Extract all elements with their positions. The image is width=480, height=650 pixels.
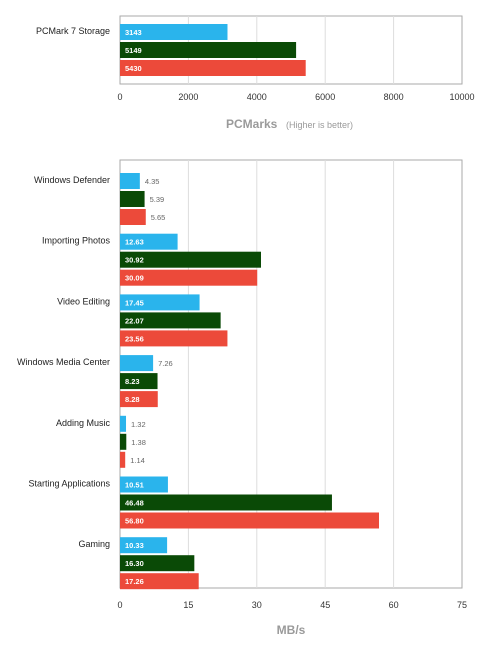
- mbs-bar: [120, 476, 168, 493]
- mbs-data-label: 56.80: [125, 517, 144, 526]
- mbs-category-label: Adding Music: [56, 418, 111, 428]
- mbs-category-label: Windows Media Center: [17, 357, 110, 367]
- pcmark-tick-label: 2000: [178, 92, 198, 102]
- mbs-data-label: 17.45: [125, 298, 144, 307]
- mbs-data-label: 8.28: [125, 395, 140, 404]
- mbs-data-label: 4.35: [145, 177, 160, 186]
- mbs-category-label: Windows Defender: [34, 175, 110, 185]
- pcmark-bar: [120, 60, 306, 76]
- mbs-data-label: 22.07: [125, 316, 144, 325]
- mbs-bar: [120, 494, 332, 511]
- mbs-bar: [120, 373, 158, 390]
- mbs-data-label: 23.56: [125, 334, 144, 343]
- mbs-data-label: 5.39: [150, 195, 165, 204]
- mbs-bar: [120, 269, 258, 286]
- pcmark-data-label: 5430: [125, 64, 142, 73]
- mbs-bar: [120, 391, 158, 408]
- mbs-bar: [120, 433, 127, 450]
- pcmark-data-label: 3143: [125, 28, 142, 37]
- pcmark-bar: [120, 42, 297, 58]
- pcmark-bar: [120, 24, 228, 40]
- mbs-tick-label: 45: [320, 600, 330, 610]
- pcmark-tick-label: 6000: [315, 92, 335, 102]
- mbs-axis-title: MB/s: [277, 623, 306, 637]
- mbs-tick-label: 60: [389, 600, 399, 610]
- mbs-data-label: 1.32: [131, 420, 146, 429]
- mbs-bar: [120, 209, 146, 225]
- mbs-bar: [120, 312, 221, 329]
- mbs-category-label: Video Editing: [57, 296, 110, 306]
- mbs-bar: [120, 512, 380, 529]
- mbs-data-label: 30.09: [125, 274, 144, 283]
- mbs-bar: [120, 451, 126, 468]
- mbs-bar: [120, 294, 200, 311]
- mbs-data-label: 12.63: [125, 238, 144, 247]
- mbs-bar: [120, 233, 178, 250]
- mbs-data-label: 10.33: [125, 541, 144, 550]
- mbs-bar: [120, 355, 154, 372]
- mbs-bar: [120, 537, 168, 554]
- mbs-tick-label: 75: [457, 600, 467, 610]
- mbs-tick-label: 0: [117, 600, 122, 610]
- mbs-data-label: 17.26: [125, 577, 144, 586]
- mbs-category-label: Gaming: [78, 539, 110, 549]
- pcmark-tick-label: 10000: [449, 92, 474, 102]
- mbs-tick-label: 30: [252, 600, 262, 610]
- pcmark-axis-subtitle: (Higher is better): [286, 120, 353, 130]
- mbs-bar: [120, 251, 261, 268]
- mbs-bar: [120, 415, 127, 432]
- mbs-bar: [120, 173, 140, 189]
- mbs-data-label: 5.65: [151, 213, 166, 222]
- mbs-data-label: 10.51: [125, 481, 144, 490]
- pcmark-tick-label: 8000: [384, 92, 404, 102]
- pcmark-category-label: PCMark 7 Storage: [36, 26, 110, 36]
- mbs-category-label: Importing Photos: [42, 236, 111, 246]
- mbs-data-label: 16.30: [125, 559, 144, 568]
- mbs-data-label: 1.14: [130, 456, 145, 465]
- pcmark-tick-label: 0: [117, 92, 122, 102]
- mbs-data-label: 8.23: [125, 377, 140, 386]
- mbs-category-label: Starting Applications: [28, 479, 110, 489]
- pcmark-axis-title: PCMarks: [226, 117, 278, 131]
- mbs-data-label: 1.38: [131, 438, 146, 447]
- mbs-data-label: 30.92: [125, 256, 144, 265]
- pcmark-data-label: 5149: [125, 46, 142, 55]
- mbs-bar: [120, 191, 145, 207]
- mbs-data-label: 7.26: [158, 359, 173, 368]
- mbs-data-label: 46.48: [125, 499, 144, 508]
- mbs-bar: [120, 555, 195, 572]
- mbs-bar: [120, 573, 199, 590]
- pcmark-tick-label: 4000: [247, 92, 267, 102]
- mbs-tick-label: 15: [183, 600, 193, 610]
- mbs-bar: [120, 330, 228, 347]
